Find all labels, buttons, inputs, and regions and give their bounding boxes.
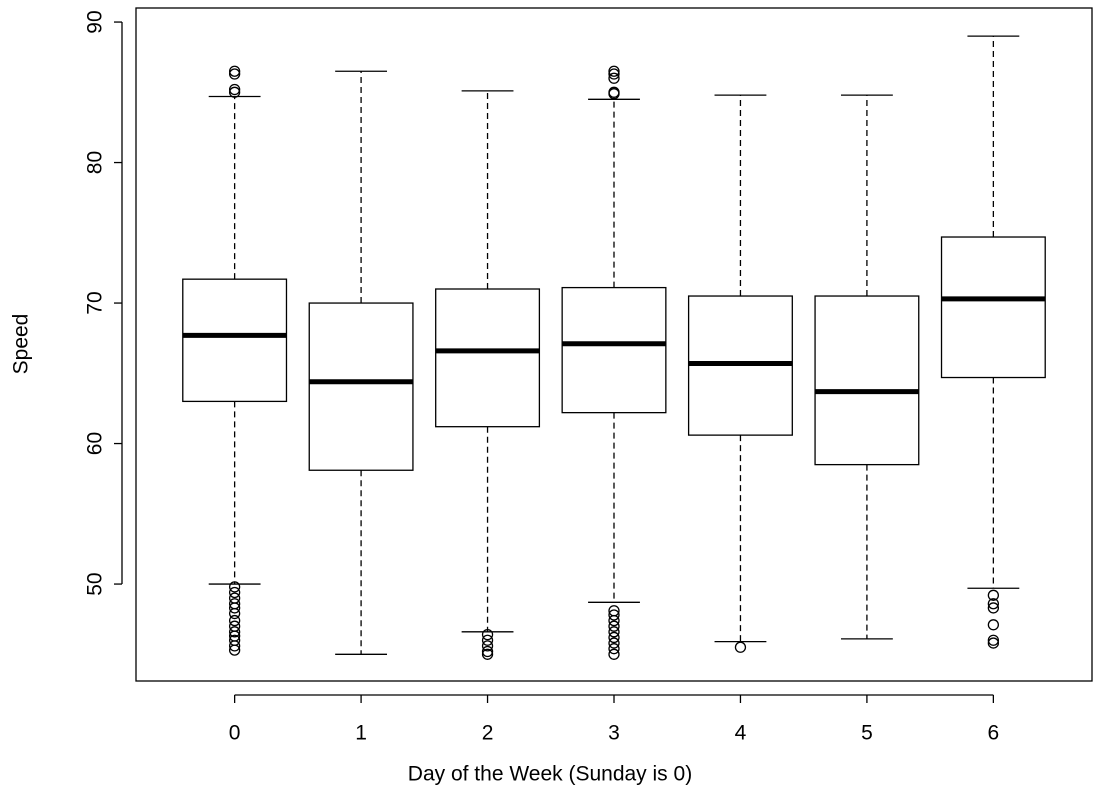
box: [814, 295, 920, 466]
outlier: [608, 648, 620, 660]
outlier: [608, 614, 620, 627]
outlier: [608, 643, 620, 655]
outlier: [608, 626, 620, 638]
x-tick-label: 3: [608, 722, 620, 745]
box: [182, 278, 288, 403]
y-tick-label: 70: [84, 291, 107, 314]
outlier: [481, 640, 494, 652]
box: [308, 302, 414, 471]
x-axis-label: Day of the Week (Sunday is 0): [408, 763, 692, 786]
outlier: [481, 648, 494, 660]
outlier: [608, 65, 620, 77]
outlier: [228, 68, 241, 80]
outlier: [228, 586, 241, 599]
outlier: [228, 86, 241, 98]
x-tick-label: 4: [735, 722, 747, 745]
y-tick-label: 90: [84, 10, 107, 33]
outlier: [481, 645, 494, 658]
x-tick-label: 1: [355, 722, 367, 745]
outlier: [608, 86, 620, 98]
outlier: [987, 634, 1000, 646]
x-tick-label: 5: [861, 722, 873, 745]
outlier: [228, 602, 241, 614]
outlier: [228, 581, 241, 593]
box: [940, 236, 1046, 379]
y-tick-label: 80: [84, 151, 107, 174]
outlier: [481, 628, 494, 641]
outlier: [608, 620, 620, 632]
box: [561, 286, 667, 414]
outlier: [228, 640, 241, 652]
plot-frame: [135, 7, 1093, 682]
y-tick-label: 60: [84, 432, 107, 455]
x-tick-label: 6: [988, 722, 1000, 745]
outlier: [608, 637, 620, 649]
outlier: [987, 589, 1000, 601]
outlier: [608, 609, 620, 621]
outlier: [608, 68, 620, 80]
outlier: [987, 619, 1000, 631]
outlier: [228, 626, 241, 638]
outlier: [228, 607, 241, 620]
outlier: [481, 634, 494, 646]
y-axis-label: Speed: [10, 314, 33, 375]
outlier: [228, 65, 241, 77]
x-tick-label: 0: [229, 722, 241, 745]
outlier: [987, 598, 1000, 610]
outlier: [608, 631, 620, 644]
outlier: [228, 614, 241, 627]
outlier: [734, 641, 747, 653]
outlier: [228, 83, 241, 96]
x-tick-label: 2: [482, 722, 494, 745]
outlier: [608, 72, 620, 84]
outlier: [228, 644, 241, 656]
box: [435, 288, 541, 428]
outlier: [987, 637, 1000, 649]
y-tick-label: 50: [84, 572, 107, 595]
outlier: [987, 602, 1000, 614]
